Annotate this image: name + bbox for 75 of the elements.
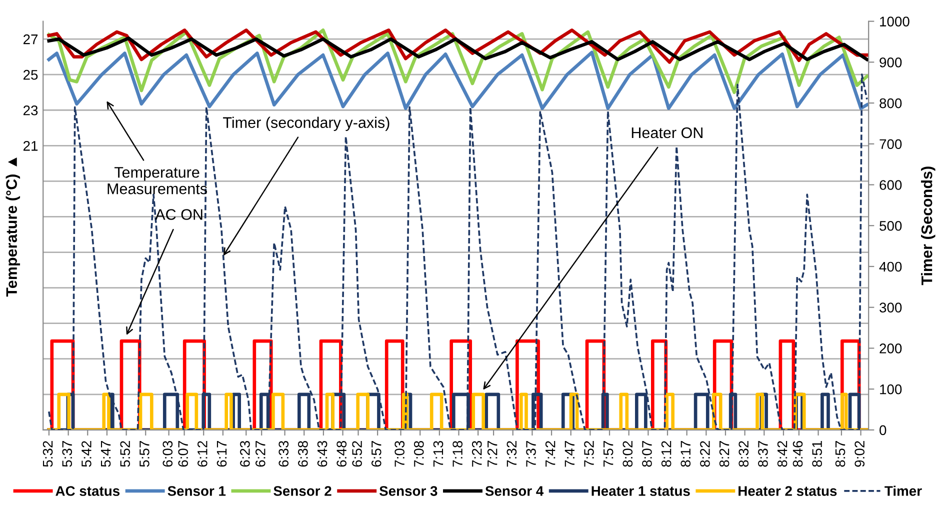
annotation: Heater ON — [632, 127, 702, 138]
x-tick-label: 5:37 — [62, 441, 72, 467]
x-tick-label: 7:47 — [564, 441, 574, 467]
y2-tick-label: 800 — [880, 98, 902, 108]
y2-tick-label: 300 — [880, 302, 902, 313]
x-tick-label: 7:13 — [433, 440, 444, 467]
legend-label: Timer — [884, 486, 922, 496]
x-tick-label: 7:57 — [604, 441, 614, 467]
x-tick-label: 8:12 — [661, 441, 672, 467]
annotation: AC ON — [155, 209, 202, 220]
x-tick-label: 6:52 — [352, 441, 362, 467]
x-tick-label: 8:57 — [835, 441, 846, 467]
x-tick-label: 6:12 — [198, 441, 208, 467]
x-tick-label: 6:03 — [162, 440, 173, 467]
x-tick-label: 6:57 — [371, 441, 382, 467]
x-tick-label: 7:27 — [487, 441, 498, 467]
x-tick-label: 8:22 — [700, 441, 710, 467]
x-tick-label: 6:27 — [255, 441, 266, 467]
x-tick-label: 7:18 — [452, 440, 462, 467]
y2-axis-title: Timer (Seconds) — [921, 166, 936, 286]
y2-tick-label: 700 — [880, 139, 902, 150]
x-tick-label: 5:42 — [82, 441, 92, 467]
legend-label: AC status — [56, 486, 120, 496]
x-tick-label: 5:47 — [100, 441, 111, 467]
x-tick-label: 8:02 — [622, 441, 633, 467]
y-tick-label: 23 — [23, 105, 38, 116]
x-tick-label: 5:52 — [120, 441, 130, 467]
x-tick-label: 8:27 — [719, 441, 730, 467]
y2-tick-label: 900 — [880, 57, 902, 68]
legend-label: Heater 2 status — [738, 486, 837, 496]
y-tick-label: 25 — [23, 70, 38, 80]
x-tick-label: 8:17 — [680, 441, 691, 467]
x-tick-label: 8:42 — [777, 441, 788, 467]
x-tick-label: 6:48 — [336, 440, 347, 467]
x-tick-label: 9:02 — [854, 441, 865, 467]
x-tick-label: 8:51 — [812, 441, 822, 467]
annotation: Temperature Measurements — [108, 167, 207, 194]
line-series — [47, 50, 869, 110]
line-series — [48, 74, 868, 430]
y2-tick-label: 100 — [880, 384, 902, 394]
y-axis-title: Temperature (°C) ▲ — [6, 158, 20, 297]
x-tick-label: 6:43 — [317, 440, 328, 467]
x-tick-label: 7:52 — [584, 441, 594, 467]
x-tick-label: 8:37 — [758, 441, 768, 467]
y-tick-label: 27 — [23, 34, 38, 44]
x-tick-label: 8:32 — [738, 441, 749, 467]
x-tick-label: 7:37 — [526, 441, 536, 467]
x-tick-label: 6:23 — [240, 440, 250, 467]
y2-tick-label: 500 — [880, 220, 902, 231]
x-tick-label: 6:38 — [298, 440, 308, 467]
y-tick-label: 21 — [23, 140, 38, 151]
x-tick-label: 6:17 — [216, 441, 227, 467]
legend-label: Sensor 1 — [168, 486, 226, 496]
x-tick-label: 8:07 — [642, 441, 652, 467]
x-tick-label: 7:08 — [414, 440, 424, 467]
legend-label: Sensor 2 — [274, 486, 332, 496]
x-tick-label: 6:07 — [178, 441, 188, 467]
x-tick-label: 7:42 — [545, 441, 556, 467]
y2-tick-label: 600 — [880, 180, 902, 190]
legend-label: Sensor 3 — [379, 486, 438, 496]
y2-tick-label: 200 — [880, 344, 902, 354]
x-tick-label: 7:03 — [394, 440, 404, 467]
legend-label: Heater 1 status — [592, 486, 690, 496]
x-tick-label: 7:23 — [472, 440, 482, 467]
y2-tick-label: 0 — [880, 425, 886, 436]
annotation: Timer (secondary y-axis) — [223, 116, 390, 131]
x-tick-label: 5:32 — [42, 441, 53, 467]
x-tick-label: 7:32 — [506, 441, 517, 467]
line-series — [47, 36, 869, 62]
x-tick-label: 8:46 — [792, 440, 803, 467]
x-tick-label: 5:57 — [140, 441, 150, 467]
y2-tick-label: 400 — [879, 262, 902, 272]
x-tick-label: 6:33 — [278, 440, 289, 467]
legend-label: Sensor 4 — [485, 486, 544, 496]
y2-tick-label: 1000 — [880, 16, 910, 26]
